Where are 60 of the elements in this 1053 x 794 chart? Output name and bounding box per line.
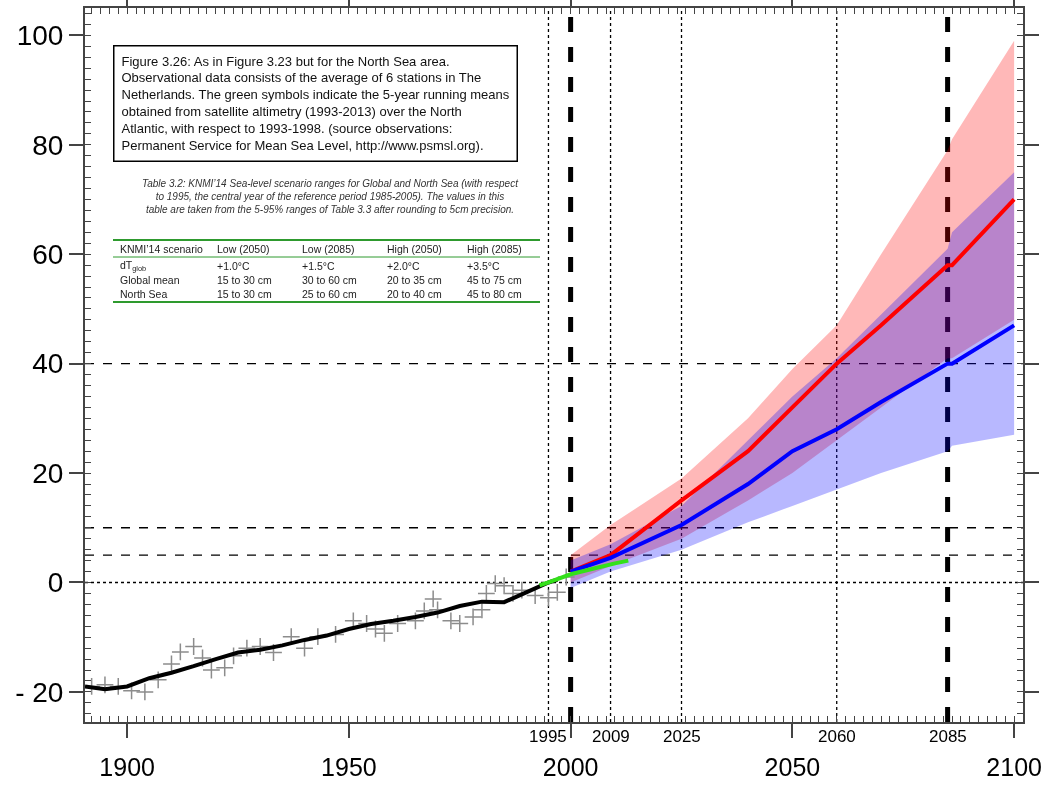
- annotation: 25 to 60 cm: [302, 288, 358, 300]
- point: [264, 643, 283, 662]
- annotation: Table 3.2: KNMI’14 Sea-level scenario ranges for Global and North Sea (with respect to 1995, the central year of the reference period 1985-2005). The values in this table are taken from the 5-95% ranges of Table 3.3 after rounding to 5cm precision.: [142, 178, 520, 215]
- y-tick-label: 100: [16, 20, 64, 52]
- x-tick-label: 2000: [542, 753, 599, 781]
- annotation: 20 to 35 cm: [387, 274, 443, 286]
- point: [171, 642, 190, 662]
- annotation: +1.0°C: [217, 260, 250, 272]
- y-tick-label: 60: [32, 239, 64, 271]
- annotation: Global mean: [120, 274, 180, 286]
- annotation: 45 to 80 cm: [467, 288, 523, 300]
- point: [162, 654, 181, 674]
- annotation: 45 to 75 cm: [467, 274, 523, 286]
- annotation: 20 to 40 cm: [387, 288, 443, 300]
- annotation: Figure 3.26: As in Figure 3.23 but for the North Sea area. Observational data consists of the average of 6 stations in The Netherlands. The green symbols indicate the 5-year running means obtained from satellite altimetry (1993-2013) over the North Atlantic, with respect to 1993-1998. (source observations: Permanent Service for Mean Sea Level, http://www.psmsl.org).: [121, 53, 510, 153]
- annotation: Low (2085): [302, 243, 355, 255]
- x-tick-label: 2100: [986, 753, 1042, 781]
- ref-line-label: 2009: [592, 727, 630, 746]
- annotation: High (2050): [387, 243, 442, 255]
- annotation: KNMI’14 scenario: [120, 243, 204, 255]
- y-tick-label: 0: [47, 567, 64, 599]
- ref-line-label: 2085: [929, 727, 967, 746]
- point: [135, 682, 155, 702]
- line-series: [568, 323, 1017, 574]
- x-tick-label: 2050: [764, 753, 821, 781]
- point: [512, 580, 531, 600]
- ref-line-label: 2025: [663, 727, 701, 746]
- ref-line-label: 2060: [818, 727, 856, 746]
- y-tick-label: - 20: [15, 676, 64, 708]
- point: [450, 614, 469, 633]
- annotation: 15 to 30 cm: [217, 274, 273, 286]
- ref-line-label: 1995: [529, 727, 567, 746]
- point: [202, 660, 221, 680]
- point: [122, 681, 141, 700]
- annotation: North Sea: [120, 288, 168, 300]
- point: [95, 675, 115, 694]
- point: [375, 624, 394, 643]
- y-tick-label: 20: [32, 457, 64, 489]
- annotation: Low (2050): [217, 243, 270, 255]
- point: [441, 611, 461, 630]
- point: [237, 638, 257, 658]
- point: [548, 583, 567, 602]
- x-tick-label: 1900: [99, 753, 155, 781]
- annotation: +2.0°C: [387, 260, 420, 272]
- annotation: dT$_{glob}$: [120, 259, 147, 274]
- point: [415, 601, 434, 621]
- x-tick-label: 1950: [321, 753, 377, 781]
- annotation: High (2085): [467, 243, 522, 255]
- annotation: +3.5°C: [467, 260, 500, 272]
- annotation: 30 to 60 cm: [302, 274, 358, 286]
- annotation: +1.5°C: [302, 260, 335, 272]
- point: [486, 574, 505, 593]
- point: [424, 589, 443, 609]
- y-tick-label: 80: [32, 129, 64, 161]
- point: [539, 588, 558, 607]
- point: [215, 658, 234, 677]
- annotation: 15 to 30 cm: [217, 288, 273, 300]
- point: [463, 607, 483, 627]
- y-tick-label: 40: [32, 348, 64, 380]
- line-series: [537, 558, 631, 588]
